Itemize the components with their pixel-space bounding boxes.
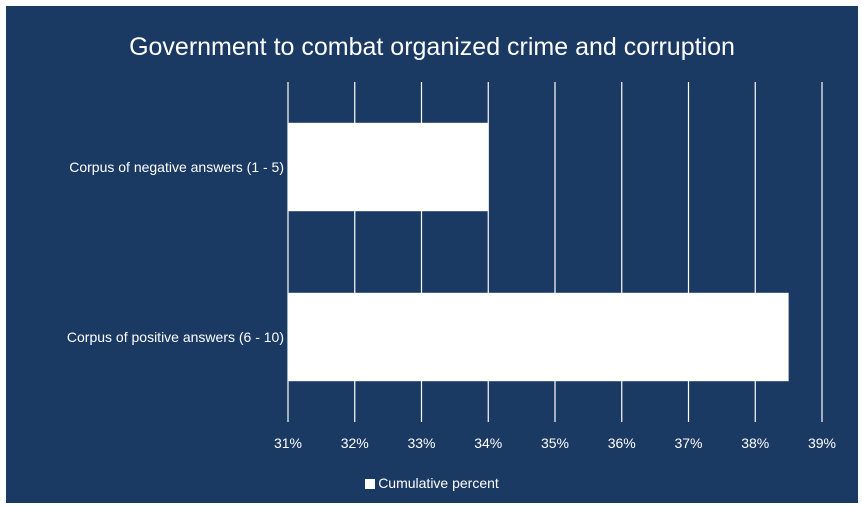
chart-legend: Cumulative percent (6, 474, 858, 492)
x-tick-label: 31% (274, 435, 302, 451)
x-tick-label: 32% (341, 435, 369, 451)
x-tick-label: 37% (674, 435, 702, 451)
bar (288, 122, 489, 212)
x-tick-label: 39% (808, 435, 836, 451)
category-label: Corpus of positive answers (6 - 10) (67, 329, 284, 345)
legend-label: Cumulative percent (378, 475, 499, 491)
legend-swatch (365, 479, 376, 489)
x-tick-label: 34% (474, 435, 502, 451)
chart-title: Government to combat organized crime and… (129, 33, 735, 61)
x-tick-label: 33% (407, 435, 435, 451)
bar (288, 292, 789, 382)
chart-panel: Government to combat organized crime and… (6, 6, 858, 503)
x-tick-label: 35% (541, 435, 569, 451)
category-label: Corpus of negative answers (1 - 5) (69, 159, 284, 175)
x-tick-label: 36% (608, 435, 636, 451)
x-tick-label: 38% (741, 435, 769, 451)
bar-chart-plot: 31% 32% 33% 34% 35% 36% 37% 38% 39% Corpus of neg… (67, 82, 836, 451)
